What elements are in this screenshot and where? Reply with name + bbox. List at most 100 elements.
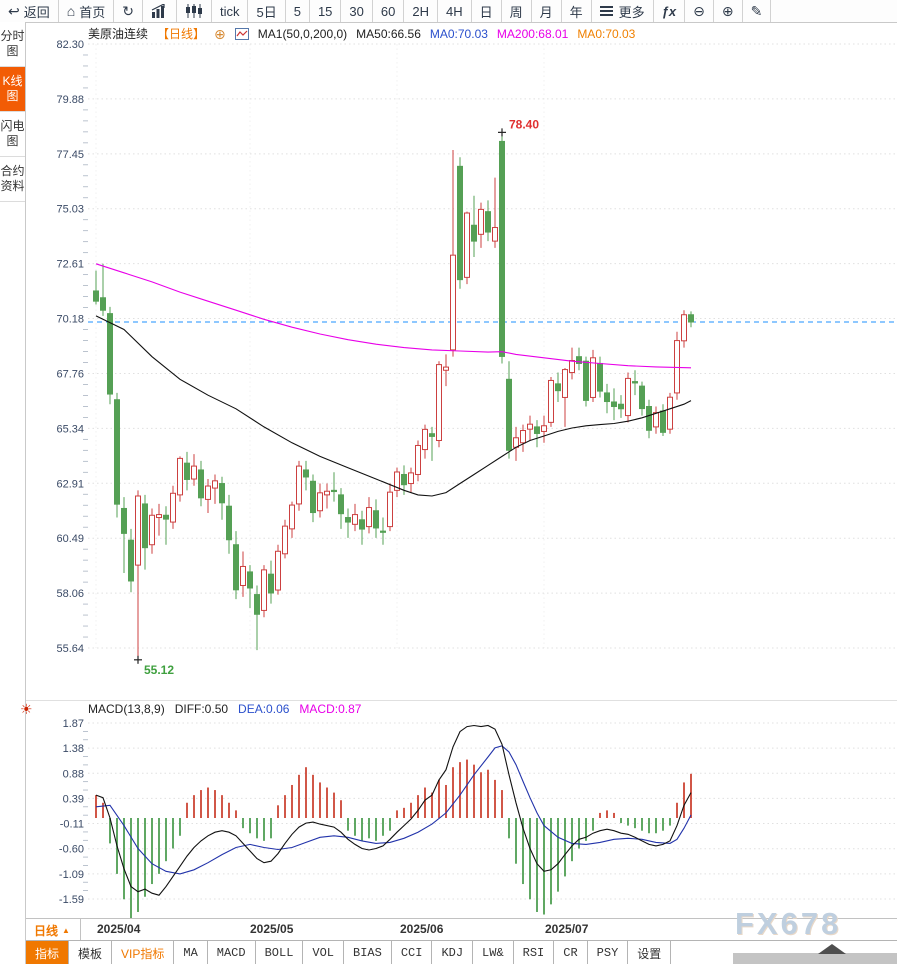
period-week-button[interactable]: 周 bbox=[502, 0, 532, 22]
home-icon: ⌂ bbox=[66, 3, 76, 19]
chart-type-icon[interactable] bbox=[234, 27, 249, 40]
period-year-button[interactable]: 年 bbox=[562, 0, 592, 22]
hamburger-menu-icon bbox=[599, 10, 613, 12]
more-button[interactable]: 更多 bbox=[592, 0, 654, 22]
ma0-value-orange: MA0:70.03 bbox=[577, 26, 636, 41]
sidebar-item-time-chart[interactable]: 分时图 bbox=[0, 22, 25, 67]
period-label: 【日线】 bbox=[157, 27, 206, 41]
tab-vol[interactable]: VOL bbox=[303, 941, 345, 964]
period-tick-button[interactable]: tick bbox=[212, 0, 249, 22]
tab-psy[interactable]: PSY bbox=[588, 941, 629, 964]
x-axis-row: 日线 ▲ 2025/04 2025/05 2025/06 2025/07 bbox=[26, 918, 897, 941]
svg-text:0.39: 0.39 bbox=[63, 793, 84, 805]
period-5day-button[interactable]: 5日 bbox=[248, 0, 286, 22]
svg-text:-0.11: -0.11 bbox=[60, 819, 84, 831]
chevron-up-icon: ▲ bbox=[62, 925, 70, 935]
period-5min-button[interactable]: 5 bbox=[286, 0, 310, 22]
zoom-in-button[interactable]: ⊕ bbox=[714, 0, 743, 22]
fx678-watermark: FX678 bbox=[735, 906, 842, 941]
tab-indicator[interactable]: 指标 bbox=[26, 941, 70, 964]
x-tick-2025-06: 2025/06 bbox=[400, 922, 444, 936]
svg-text:-1.59: -1.59 bbox=[59, 894, 84, 906]
svg-text:70.18: 70.18 bbox=[56, 314, 84, 326]
svg-text:78.40: 78.40 bbox=[509, 117, 539, 131]
expand-up-arrow-icon[interactable] bbox=[818, 944, 846, 954]
sidebar-item-lightning-chart[interactable]: 闪电图 bbox=[0, 112, 25, 157]
x-tick-2025-05: 2025/05 bbox=[250, 922, 294, 936]
fx-icon: ƒx bbox=[661, 3, 677, 19]
chart-header: 美原油连续 【日线】 ⊕ MA1(50,0,200,0) MA50:66.56 … bbox=[88, 25, 635, 42]
macd-header: MACD(13,8,9) DIFF:0.50 DEA:0.06 MACD:0.8… bbox=[88, 702, 361, 716]
indicator-settings-icon[interactable]: ☀ bbox=[20, 701, 33, 717]
tab-vip-indicator[interactable]: VIP指标 bbox=[112, 941, 175, 964]
zoom-out-button[interactable]: ⊖ bbox=[685, 0, 714, 22]
add-overlay-icon[interactable]: ⊕ bbox=[214, 25, 226, 42]
svg-text:-0.60: -0.60 bbox=[59, 844, 84, 856]
period-day-button[interactable]: 日 bbox=[472, 0, 502, 22]
svg-text:1.38: 1.38 bbox=[63, 743, 84, 755]
x-tick-2025-04: 2025/04 bbox=[97, 922, 141, 936]
left-sidebar: 分时图 K线图 闪电图 合约资料 bbox=[0, 22, 26, 964]
period-2h-button[interactable]: 2H bbox=[404, 0, 438, 22]
refresh-button[interactable]: ↻ bbox=[114, 0, 143, 22]
period-selector-button[interactable]: 日线 ▲ bbox=[26, 919, 81, 941]
pencil-icon: ✎ bbox=[750, 3, 763, 19]
bottom-sheet-handle[interactable] bbox=[733, 953, 897, 964]
svg-text:82.30: 82.30 bbox=[56, 39, 84, 51]
period-60min-button[interactable]: 60 bbox=[373, 0, 405, 22]
svg-text:1.87: 1.87 bbox=[63, 718, 84, 730]
symbol-name: 美原油连续 bbox=[88, 27, 149, 41]
tab-bias[interactable]: BIAS bbox=[344, 941, 392, 964]
bar-chart-icon bbox=[151, 4, 165, 18]
macd-indicator-chart[interactable]: 1.87 1.38 0.88 0.39 -0.11 -0.60 -1.09 -1.59 bbox=[26, 700, 897, 919]
tab-macd[interactable]: MACD bbox=[208, 941, 256, 964]
top-toolbar: ↩ 返回 ⌂ 首页 ↻ tick 5日 5 15 30 60 2H 4H 日 周 月… bbox=[0, 0, 897, 23]
home-button[interactable]: ⌂ 首页 bbox=[59, 0, 115, 22]
ma50-value: MA50:66.56 bbox=[356, 26, 421, 41]
period-15min-button[interactable]: 15 bbox=[310, 0, 342, 22]
tab-kdj[interactable]: KDJ bbox=[432, 941, 474, 964]
tab-cci[interactable]: CCI bbox=[392, 941, 433, 964]
formula-button[interactable]: ƒx bbox=[654, 0, 686, 22]
svg-text:58.06: 58.06 bbox=[56, 588, 84, 600]
period-month-button[interactable]: 月 bbox=[532, 0, 562, 22]
back-button[interactable]: ↩ 返回 bbox=[0, 0, 59, 22]
svg-text:75.03: 75.03 bbox=[56, 204, 84, 216]
main-price-chart[interactable]: 82.30 79.88 77.45 75.03 72.61 70.18 67.76 65.34… bbox=[26, 22, 897, 700]
dea-value: DEA:0.06 bbox=[238, 702, 290, 716]
ma-definition: MA1(50,0,200,0) bbox=[257, 26, 348, 41]
macd-definition: MACD(13,8,9) bbox=[88, 702, 165, 716]
bar-chart-button[interactable] bbox=[143, 0, 177, 22]
ma200-value: MA200:68.01 bbox=[496, 26, 569, 41]
svg-text:67.76: 67.76 bbox=[56, 368, 84, 380]
tab-rsi[interactable]: RSI bbox=[514, 941, 555, 964]
tab-template[interactable]: 模板 bbox=[69, 941, 113, 964]
draw-button[interactable]: ✎ bbox=[743, 0, 772, 22]
tab-lwr[interactable]: LW& bbox=[473, 941, 514, 964]
svg-text:62.91: 62.91 bbox=[56, 478, 84, 490]
sidebar-item-kline-chart[interactable]: K线图 bbox=[0, 67, 25, 112]
tab-boll[interactable]: BOLL bbox=[256, 941, 304, 964]
macd-value: MACD:0.87 bbox=[299, 702, 362, 716]
zoom-out-icon: ⊖ bbox=[693, 3, 705, 19]
svg-text:79.88: 79.88 bbox=[56, 94, 84, 106]
diff-value: DIFF:0.50 bbox=[174, 702, 229, 716]
tab-settings[interactable]: 设置 bbox=[628, 941, 672, 964]
tab-ma[interactable]: MA bbox=[174, 941, 208, 964]
svg-text:55.64: 55.64 bbox=[56, 643, 84, 655]
sidebar-item-contract-info[interactable]: 合约资料 bbox=[0, 157, 25, 202]
candlestick-view-button[interactable] bbox=[177, 0, 212, 22]
svg-text:65.34: 65.34 bbox=[56, 423, 84, 435]
svg-text:77.45: 77.45 bbox=[56, 149, 84, 161]
tab-cr[interactable]: CR bbox=[554, 941, 588, 964]
back-arrow-icon: ↩ bbox=[8, 3, 20, 19]
refresh-icon: ↻ bbox=[122, 3, 134, 19]
ma0-value-blue: MA0:70.03 bbox=[429, 26, 488, 41]
svg-text:-1.09: -1.09 bbox=[59, 869, 84, 881]
period-4h-button[interactable]: 4H bbox=[438, 0, 472, 22]
svg-text:55.12: 55.12 bbox=[144, 663, 174, 677]
period-30min-button[interactable]: 30 bbox=[341, 0, 373, 22]
zoom-in-icon: ⊕ bbox=[721, 3, 734, 19]
svg-text:0.88: 0.88 bbox=[63, 768, 84, 780]
